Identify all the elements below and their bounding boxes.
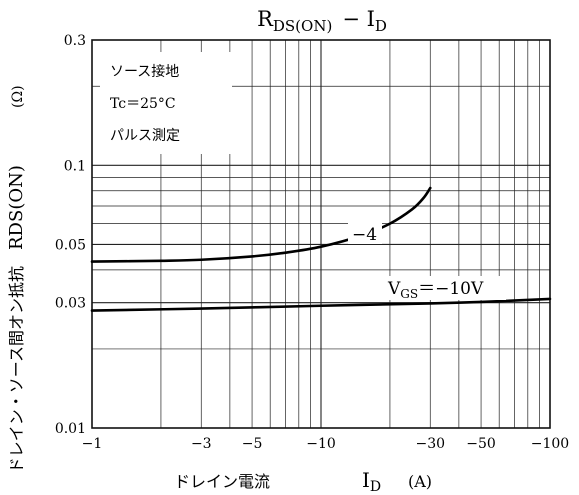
y-tick-label: 0.1 — [64, 158, 86, 174]
y-tick-label: 0.05 — [55, 237, 86, 253]
series-label-vgs-10: VGS＝−10V — [387, 279, 484, 301]
plot-frame — [91, 39, 551, 429]
condition-1: ソース接地 — [110, 63, 179, 80]
x-tick-label: −5 — [242, 436, 263, 452]
y-tick-label: 0.01 — [55, 421, 86, 437]
series-line-0 — [90, 186, 432, 263]
chart-title: RDS(ON) − ID — [257, 7, 387, 35]
series-group — [90, 186, 552, 312]
y-tick-label: 0.03 — [55, 296, 86, 312]
x-tick-label: −10 — [306, 436, 336, 452]
y-tick-label: 0.3 — [64, 33, 86, 49]
x-tick-label: −30 — [415, 436, 445, 452]
series-line-1 — [90, 297, 552, 312]
x-tick-label: −1 — [82, 436, 103, 452]
y-axis-label: ドレイン・ソース間オン抵抗 — [7, 266, 26, 473]
y-axis-symbol: RDS(ON) — [6, 165, 27, 250]
x-tick-label: −3 — [191, 436, 212, 452]
tick-labels: −1 −3 −5 −10 −30 −50 −100 0.01 0.03 0.05 0.1 0.3 — [55, 33, 569, 452]
x-tick-label: −100 — [531, 436, 569, 452]
condition-2: Tc＝25°C — [110, 96, 176, 112]
x-tick-label: −50 — [466, 436, 496, 452]
series-label-bg-10 — [386, 276, 506, 300]
x-axis-unit: (A) — [408, 472, 432, 491]
y-axis-unit: (Ω) — [10, 85, 26, 108]
grid — [92, 40, 550, 428]
series-label-bg-4 — [348, 222, 382, 244]
condition-3: パルス測定 — [110, 128, 180, 144]
series-label-vgs-4: −4 — [352, 225, 377, 245]
x-axis-label: ドレイン電流 — [174, 472, 270, 491]
x-axis-symbol: ID — [362, 468, 381, 495]
conditions-box — [100, 52, 232, 154]
